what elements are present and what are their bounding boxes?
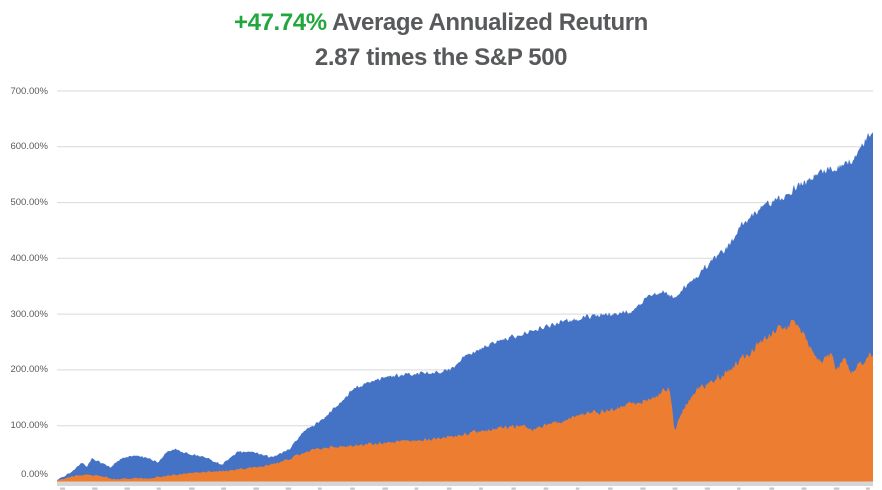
y-axis-tick-label: 200.00% (10, 364, 48, 376)
x-axis-cropped-label-fragment (479, 487, 483, 490)
x-axis-cropped-label-fragment (382, 487, 388, 490)
x-axis-cropped-label-fragment (833, 487, 840, 490)
y-axis-tick-label: 100.00% (10, 420, 48, 432)
x-axis-cropped-label-fragment (124, 487, 130, 490)
x-axis-cropped-label-fragment (575, 487, 580, 490)
y-axis-tick-label: 400.00% (10, 252, 48, 264)
y-axis-tick-label: 700.00% (10, 85, 48, 97)
x-axis-cropped-label-fragment (253, 487, 260, 490)
x-axis-cropped-label-fragment (543, 487, 549, 490)
x-axis-cropped-label-fragment (511, 487, 516, 490)
x-axis-cropped-label-fragment (866, 487, 870, 490)
return-highlight-value: +47.74% (234, 9, 327, 36)
x-axis-cropped-label-fragment (60, 487, 65, 490)
chart-title-line1: +47.74% Average Annualized Reuturn (0, 5, 882, 40)
y-axis-tick-label: 600.00% (10, 141, 48, 153)
x-axis-cropped-label-fragment (704, 487, 710, 490)
x-axis-cropped-label-fragment (608, 487, 613, 490)
x-axis-cropped-label-fragment (640, 487, 646, 490)
chart-title-line1-rest: Average Annualized Reuturn (326, 9, 648, 36)
x-axis-cropped-label-fragment (414, 487, 419, 490)
x-axis-cropped-label-fragment (446, 487, 452, 490)
x-axis-cropped-label-fragment (317, 487, 322, 490)
y-axis-tick-label: 300.00% (10, 308, 48, 320)
x-axis-band (57, 481, 873, 486)
chart-title-line2: 2.87 times the S&P 500 (314, 44, 568, 71)
x-axis-cropped-label-fragment (769, 487, 775, 490)
x-axis-cropped-label-fragment (156, 487, 161, 490)
y-axis-tick-label: 0.00% (21, 469, 48, 480)
x-axis-cropped-label-fragment (285, 487, 292, 490)
x-axis-cropped-label-fragment (92, 487, 98, 490)
x-axis-cropped-label-fragment (350, 487, 355, 490)
x-axis-cropped-label-fragment (221, 487, 226, 490)
x-axis-cropped-label-fragment (737, 487, 741, 490)
x-axis-cropped-label-fragment (672, 487, 678, 490)
chart-title: +47.74% Average Annualized Reuturn 2.87 … (0, 5, 882, 75)
x-axis-cropped-label-fragment (189, 487, 195, 490)
x-axis-cropped-label-fragment (801, 487, 807, 490)
series_orange-area (57, 319, 873, 482)
y-axis-tick-label: 500.00% (10, 197, 48, 209)
